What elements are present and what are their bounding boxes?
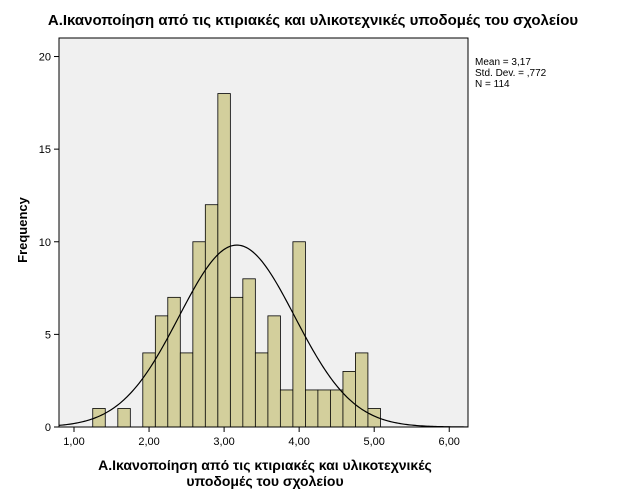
histogram-bar-6 (179, 352, 194, 428)
chart-title: Α.Ικανοποίηση από τις κτιριακές και υλικ… (47, 12, 579, 29)
x-tick-label: 2,00 (138, 436, 159, 448)
x-tick-label: 3,00 (213, 436, 234, 448)
histogram-bar-18 (330, 389, 344, 428)
x-axis-ticks: 1,00 2,00 3,00 4,00 5,00 6,00 (63, 427, 460, 448)
x-axis-label: Α.Ικανοποίηση από τις κτιριακές και υλικ… (40, 457, 490, 489)
histogram-bar-10 (229, 296, 244, 428)
histogram-bar-13 (267, 315, 281, 428)
y-tick-label: 20 (39, 52, 51, 64)
histogram-bar-8 (204, 204, 219, 428)
histogram-bar-12 (254, 352, 269, 428)
stats-std-dev: Std. Dev. = ,772 (475, 68, 547, 79)
histogram-bar-3 (142, 352, 156, 428)
histogram-bar-20 (355, 352, 369, 428)
y-axis-ticks: 0 5 10 15 20 (39, 52, 59, 434)
stats-n: N = 114 (475, 79, 510, 90)
x-tick-label: 1,00 (63, 436, 84, 448)
x-tick-label: 4,00 (288, 436, 309, 448)
normal-curve (58, 244, 469, 428)
x-tick-label: 6,00 (439, 436, 460, 448)
histogram-bar-7 (192, 241, 206, 428)
y-tick-label: 0 (45, 422, 51, 434)
histogram-bar-14 (279, 389, 294, 428)
axes (58, 38, 468, 428)
histogram-bar-16 (305, 389, 319, 428)
stats-legend: Mean = 3,17 Std. Dev. = ,772 N = 114 (475, 57, 546, 90)
histogram-bar-11 (242, 278, 256, 428)
x-axis-label-line-2: υποδομές του σχολείου (186, 473, 344, 489)
y-axis-label: Frequency (15, 196, 30, 263)
y-tick-label: 15 (39, 144, 51, 156)
histogram-bar-17 (317, 389, 331, 428)
histogram-bar-4 (154, 315, 169, 428)
histogram-bar-2 (117, 408, 131, 428)
histogram-bar-9 (217, 93, 231, 428)
x-tick-label: 5,00 (363, 436, 384, 448)
y-tick-label: 10 (39, 237, 51, 249)
x-axis-label-line-1: Α.Ικανοποίηση από τις κτιριακές και υλικ… (98, 457, 432, 473)
stats-mean: Mean = 3,17 (475, 57, 531, 68)
y-tick-label: 5 (45, 329, 51, 341)
